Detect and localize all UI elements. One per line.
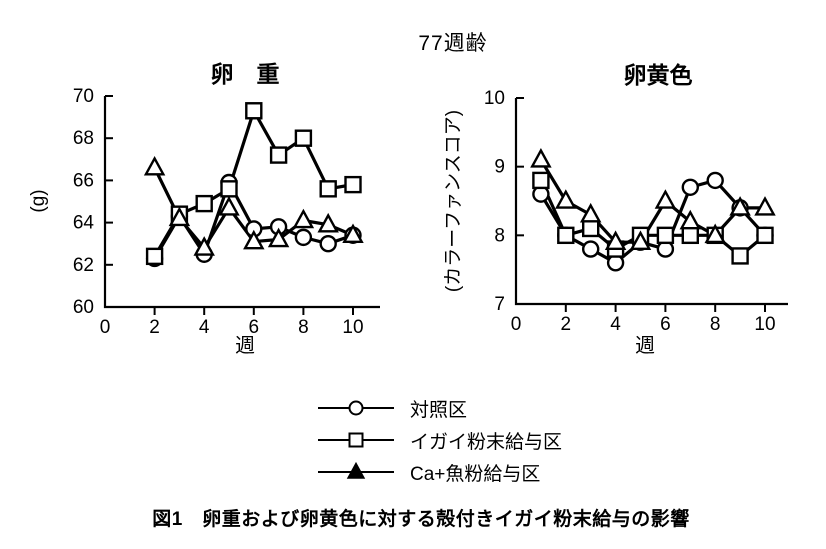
legend-item-control: 対照区 (316, 396, 562, 421)
x-tick-label: 0 (511, 314, 522, 335)
y-tick-label: 9 (494, 157, 505, 178)
x-tick-label: 2 (561, 314, 572, 335)
y-axis-label: (g) (28, 189, 49, 212)
x-tick-label: 8 (710, 314, 721, 335)
figure-main-title: 77週齢 (418, 32, 488, 55)
legend-item-mussel-powder: イガイ粉末給与区 (316, 428, 563, 453)
y-tick-label: 8 (494, 225, 505, 246)
legend-label: Ca+魚粉給与区 (410, 463, 541, 485)
x-axis-label: 週 (235, 334, 255, 357)
axes: 7 8 9 10 0 2 4 6 8 10 (484, 88, 788, 335)
circle-marker-icon (318, 400, 394, 416)
legend-label: 対照区 (410, 399, 468, 421)
chart-title: 卵 重 (211, 61, 280, 87)
y-axis-label: (カラーファンスコア) (443, 110, 464, 292)
series-markers-triangle (143, 155, 364, 256)
triangle-marker-icon (318, 461, 394, 479)
y-tick-label: 66 (73, 170, 94, 191)
series-markers-square (532, 171, 774, 265)
legend-label: イガイ粉末給与区 (410, 431, 563, 453)
y-tick-label: 60 (73, 297, 94, 318)
y-tick-label: 68 (73, 128, 94, 149)
legend-item-ca-fishmeal: Ca+魚粉給与区 (316, 460, 562, 485)
legend: 対照区 イガイ粉末給与区 Ca+魚粉給与区 (316, 396, 563, 485)
x-tick-label: 2 (149, 317, 160, 338)
x-tick-label: 10 (754, 314, 775, 335)
y-tick-label: 64 (73, 213, 95, 234)
chart-title: 卵黄色 (624, 62, 693, 88)
x-tick-label: 6 (660, 314, 671, 335)
x-tick-label: 6 (249, 317, 260, 338)
figure-caption: 図1 卵重および卵黄色に対する殻付きイガイ粉末給与の影響 (152, 509, 690, 530)
series-line-square (539, 179, 767, 258)
y-tick-label: 70 (73, 86, 94, 107)
y-tick-label: 7 (494, 294, 505, 315)
x-tick-label: 0 (100, 317, 111, 338)
square-marker-icon (318, 432, 394, 448)
x-tick-label: 10 (342, 317, 363, 338)
series-line-circle (539, 178, 767, 265)
y-tick-label: 10 (484, 88, 505, 109)
series-markers-triangle (530, 148, 776, 251)
series-line-triangle (539, 158, 765, 244)
x-tick-label: 4 (199, 317, 210, 338)
yolk-color-chart: 卵黄色 (カラーファンスコア) 週 7 8 9 10 0 2 4 6 8 10 (443, 62, 788, 357)
x-tick-label: 4 (610, 314, 621, 335)
x-tick-label: 8 (298, 317, 309, 338)
y-tick-label: 62 (73, 255, 94, 276)
x-axis-label: 週 (635, 334, 655, 357)
